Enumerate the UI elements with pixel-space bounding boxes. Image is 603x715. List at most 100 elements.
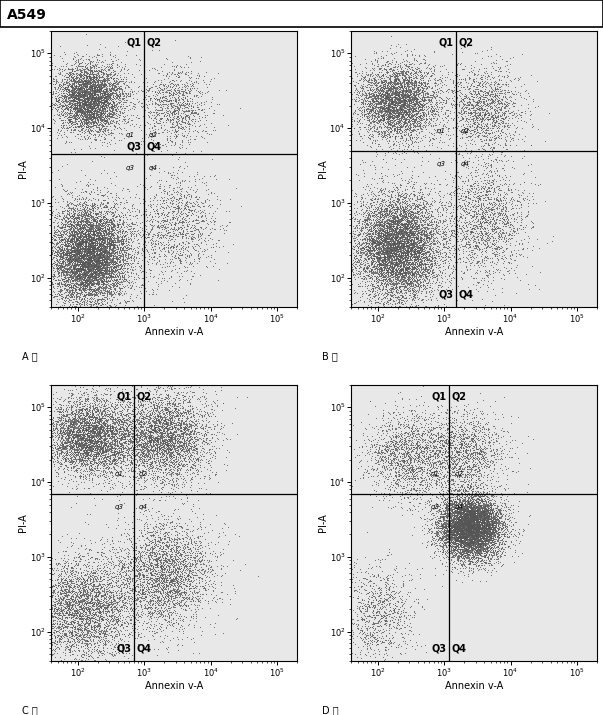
Point [125,227,135,239]
Point [467,526,477,538]
Point [78,77,88,88]
Point [364,92,373,104]
Point [434,136,444,147]
Point [102,98,112,109]
Point [183,425,193,437]
Point [467,495,477,507]
Point [86,97,96,108]
Point [469,524,478,536]
Point [172,448,182,460]
Point [189,76,199,87]
Point [486,527,496,538]
Point [93,249,103,260]
Point [470,548,479,560]
Point [93,250,103,262]
Point [100,117,110,129]
Point [98,106,107,117]
Point [181,87,191,98]
Point [509,512,519,523]
Point [369,107,379,118]
Point [467,161,477,172]
Point [417,202,426,213]
Point [391,103,401,114]
Point [396,191,405,202]
Point [175,465,185,476]
Point [479,257,489,269]
Point [400,264,409,275]
Point [396,128,405,139]
Point [106,586,115,598]
Point [469,523,478,535]
Point [417,99,426,111]
Point [372,68,382,79]
Point [189,231,199,242]
Point [86,442,95,453]
Point [172,246,182,257]
Point [358,608,367,619]
Point [362,266,371,277]
Point [109,278,118,290]
Point [441,468,450,480]
Point [68,238,78,250]
Point [483,430,493,442]
Point [154,440,163,451]
Point [72,97,81,108]
Point [427,463,437,475]
Point [99,200,109,212]
Point [468,212,478,223]
Point [444,556,454,567]
Point [148,440,158,451]
Point [413,241,423,252]
Point [55,285,65,297]
Point [102,102,112,113]
Point [145,535,155,546]
Point [206,212,216,224]
Point [60,578,70,590]
Point [84,250,93,261]
Point [484,531,493,542]
Point [95,628,104,640]
Point [476,202,485,213]
Point [185,453,195,465]
Point [443,528,452,540]
Point [382,112,392,124]
Point [86,450,95,462]
Point [441,86,451,97]
Point [380,98,390,109]
Point [411,232,420,243]
Point [415,568,425,580]
Point [472,539,481,551]
Point [443,553,452,565]
Point [203,426,213,438]
Point [48,589,57,601]
Point [507,520,516,531]
Point [358,237,368,248]
Point [89,237,99,248]
Point [205,547,215,558]
Point [143,421,153,433]
Point [64,611,74,622]
Point [400,240,410,252]
Point [367,256,376,267]
Point [400,79,409,91]
Point [185,531,195,542]
Point [138,465,148,477]
Point [105,88,115,99]
Point [475,537,484,548]
Point [52,262,62,274]
Point [85,438,95,450]
Point [390,78,399,89]
Point [69,605,78,616]
Point [394,90,404,102]
Point [441,463,451,474]
Point [459,198,469,209]
Point [109,591,118,603]
Point [183,569,193,581]
Point [84,277,93,288]
Point [173,444,183,455]
Point [418,262,428,274]
Point [356,200,365,212]
Point [87,474,97,485]
Point [62,208,72,220]
Point [417,229,426,240]
